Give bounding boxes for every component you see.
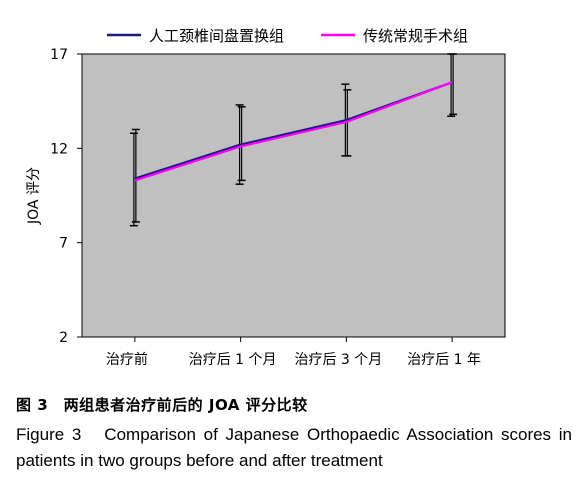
- legend-label-2: 传统常规手术组: [363, 27, 468, 45]
- x-tick-label: 治疗前: [106, 351, 148, 368]
- legend: 人工颈椎间盘置换组 传统常规手术组: [107, 27, 468, 45]
- legend-label-1: 人工颈椎间盘置换组: [149, 27, 284, 45]
- x-tick-label: 治疗后 1 年: [407, 352, 481, 368]
- series-line-2: [134, 81, 453, 182]
- series-lines: [134, 81, 453, 182]
- error-bars: [129, 53, 458, 227]
- y-axis: 2 7 12 17: [50, 47, 82, 346]
- joa-score-chart: 2 7 12 17 治疗前 治疗后 1 个月 治疗后 3 个月 治疗后 1 年 人工颈椎间盘…: [26, 27, 506, 368]
- x-tick-label: 治疗后 1 个月: [189, 352, 277, 368]
- y-tick-label: 7: [59, 236, 68, 252]
- x-axis: 治疗前 治疗后 1 个月 治疗后 3 个月 治疗后 1 年: [106, 337, 481, 368]
- plot-area: [81, 53, 506, 338]
- y-tick-label: 17: [50, 47, 68, 63]
- y-tick-label: 2: [59, 330, 68, 346]
- y-axis-title: JOA 评分: [26, 167, 42, 225]
- figure-caption-chinese: 图 3 两组患者治疗前后的 JOA 评分比较: [16, 396, 308, 414]
- x-tick-label: 治疗后 3 个月: [294, 352, 382, 368]
- figure-caption-english: Figure 3 Comparison of Japanese Orthopae…: [16, 425, 572, 470]
- y-tick-label: 12: [50, 141, 68, 157]
